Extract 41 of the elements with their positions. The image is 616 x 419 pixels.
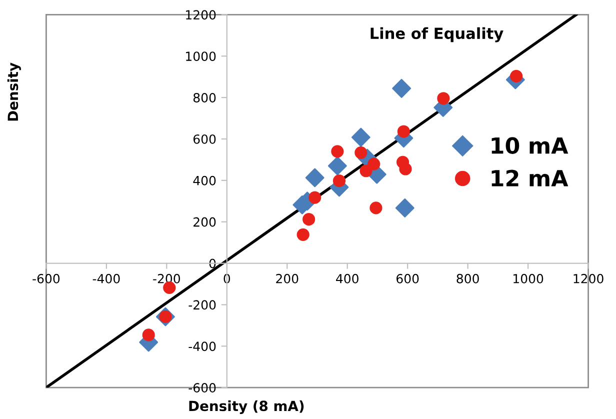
y-tick-label: 400 — [193, 176, 216, 186]
x-tick-label: 1000 — [514, 274, 544, 284]
legend-label: 12 mA — [492, 170, 568, 186]
y-tick-label: 0 — [209, 258, 216, 268]
y-tick-label: 1200 — [186, 10, 216, 20]
legend-label: 10 mA — [492, 137, 568, 154]
point — [302, 213, 316, 226]
x-axis-title: Density (8 mA) — [189, 400, 304, 414]
point — [142, 328, 155, 342]
point — [328, 156, 347, 176]
annotation: Line of Equality — [370, 27, 504, 42]
y-tick-label: -600 — [188, 383, 216, 392]
point — [305, 168, 324, 188]
x-tick-label: 600 — [396, 274, 419, 284]
y-axis-title: Density — [7, 62, 21, 121]
y-tick-label: 600 — [193, 134, 216, 144]
x-tick-label: 400 — [336, 274, 358, 284]
x-tick-label: 800 — [456, 274, 479, 284]
point — [331, 145, 344, 158]
point — [332, 174, 346, 188]
y-tick-label: -400 — [188, 342, 216, 352]
point — [392, 78, 412, 98]
x-tick-label: 200 — [276, 274, 298, 284]
x-tick-label: 0 — [224, 274, 230, 284]
y-tick-label: 1000 — [186, 52, 216, 62]
point — [368, 158, 380, 170]
point — [308, 191, 322, 204]
point — [296, 228, 310, 241]
point — [360, 164, 372, 178]
x-tick-label: -600 — [32, 274, 60, 284]
point — [370, 202, 382, 214]
point — [437, 92, 450, 105]
y-tick-label: 200 — [194, 217, 216, 227]
point — [351, 128, 370, 147]
x-tick-label: 1200 — [574, 274, 604, 284]
point — [399, 162, 412, 176]
point — [395, 198, 414, 218]
y-tick-label: 800 — [193, 93, 216, 102]
x-tick-label: -400 — [92, 274, 120, 284]
point — [397, 125, 410, 138]
y-tick-label: -200 — [188, 300, 216, 310]
